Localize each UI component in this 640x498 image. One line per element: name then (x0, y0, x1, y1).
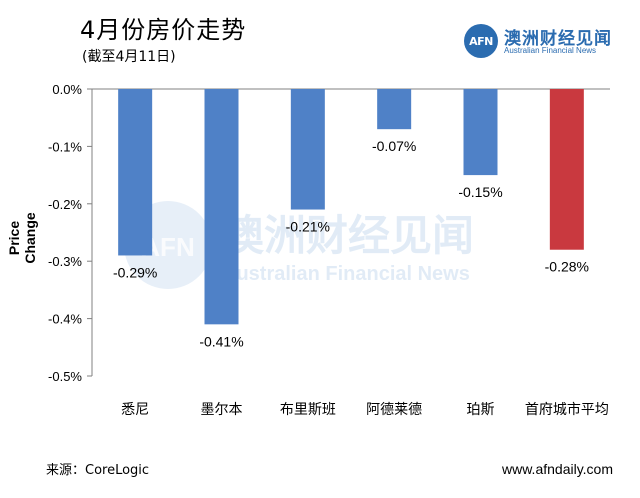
x-category-label: 阿德莱德 (366, 402, 422, 418)
x-category-label: 珀斯 (467, 402, 495, 418)
y-tick-label: -0.3% (48, 254, 82, 269)
afn-logo: AFN 澳洲财经见闻 Australian Financial News (464, 24, 614, 60)
bar (204, 89, 239, 325)
watermark-name-en: Australian Financial News (222, 263, 470, 285)
bar (118, 89, 153, 256)
chart-subtitle: (截至4月11日) (82, 49, 176, 65)
bar (290, 89, 325, 210)
x-category-label: 悉尼 (121, 402, 149, 418)
bar-data-label: -0.07% (372, 138, 416, 154)
axes: 0.0% -0.1% -0.2% -0.3% -0.4% -0.5% (48, 82, 610, 384)
watermark-name-cn: 澳洲财经见闻 (222, 211, 474, 260)
website-link[interactable]: www.afndaily.com (502, 461, 614, 477)
bar-data-label: -0.28% (545, 259, 589, 275)
source-note: 来源：CoreLogic (46, 463, 150, 478)
x-category-label: 布里斯班 (280, 402, 336, 418)
bar-data-label: -0.29% (113, 264, 157, 280)
data-labels: 悉尼 -0.29% 墨尔本 -0.41% 布里斯班 -0.21% 阿德莱德 -0.07% 珀斯 -… (113, 138, 609, 418)
bar (463, 89, 498, 176)
afn-logo-icon: AFN (464, 24, 498, 58)
y-tick-label: 0.0% (52, 82, 82, 97)
y-tick-label: -0.2% (48, 197, 82, 212)
bar (377, 89, 412, 130)
bar-data-label: -0.15% (458, 184, 502, 200)
bar-data-label: -0.21% (286, 219, 330, 235)
watermark: AFN 澳洲财经见闻 Australian Financial News (124, 201, 474, 289)
logo-name-cn: 澳洲财经见闻 (504, 29, 612, 49)
chart-title: 4月份房价走势 (80, 16, 247, 44)
y-tick-label: -0.5% (48, 369, 82, 384)
y-tick-label: -0.4% (48, 312, 82, 327)
bars (118, 89, 584, 325)
bar (549, 89, 584, 250)
bar-data-label: -0.41% (199, 333, 243, 349)
y-tick-label: -0.1% (48, 139, 82, 154)
logo-name-en: Australian Financial News (504, 46, 597, 55)
x-category-label: 墨尔本 (201, 402, 243, 418)
x-category-label: 首府城市平均 (525, 401, 609, 418)
